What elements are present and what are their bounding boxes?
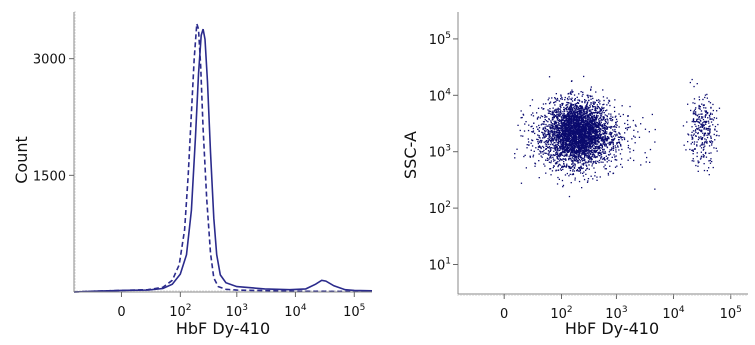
right-x-tick-label: 102 xyxy=(550,305,572,322)
histogram-series-dashed xyxy=(73,23,373,293)
left-x-tick-label: 105 xyxy=(343,303,365,320)
right-y-tick-label: 105 xyxy=(429,31,451,48)
histogram-series-solid xyxy=(73,28,373,293)
right-x-axis-label: HbF Dy-410 xyxy=(565,319,659,338)
ssc-scatter: 0 102 103 104 105 101 102 103 104 105 HbF Dy-410… xyxy=(401,12,748,338)
right-y-tick-label: 104 xyxy=(429,87,452,104)
left-x-tick-label: 102 xyxy=(169,303,191,320)
left-y-tick-label: 3000 xyxy=(33,53,66,68)
right-y-axis-label: SSC-A xyxy=(401,131,420,179)
left-x-axis-label: HbF Dy-410 xyxy=(176,319,270,338)
left-y-axis-label: Count xyxy=(12,136,31,184)
left-x-tick-label: 103 xyxy=(226,303,248,320)
right-y-tick-label: 101 xyxy=(429,257,451,274)
right-x-tick-label: 104 xyxy=(662,305,685,322)
left-x-tick-label: 0 xyxy=(117,305,125,320)
right-x-tick-label: 103 xyxy=(605,305,627,322)
left-y-tick-label: 1500 xyxy=(33,169,66,184)
left-x-tick-label: 104 xyxy=(284,303,307,320)
right-y-tick-label: 102 xyxy=(429,200,451,217)
scatter-population-1 xyxy=(527,75,631,198)
scatter-population-3 xyxy=(682,78,721,176)
scatter-population-2 xyxy=(514,91,710,190)
right-x-tick-label: 105 xyxy=(720,305,742,322)
right-y-tick-label: 103 xyxy=(429,144,451,161)
right-x-tick-label: 0 xyxy=(500,307,508,322)
count-histogram: 0 102 103 104 105 1500 3000 HbF Dy-410 Count xyxy=(12,11,373,338)
